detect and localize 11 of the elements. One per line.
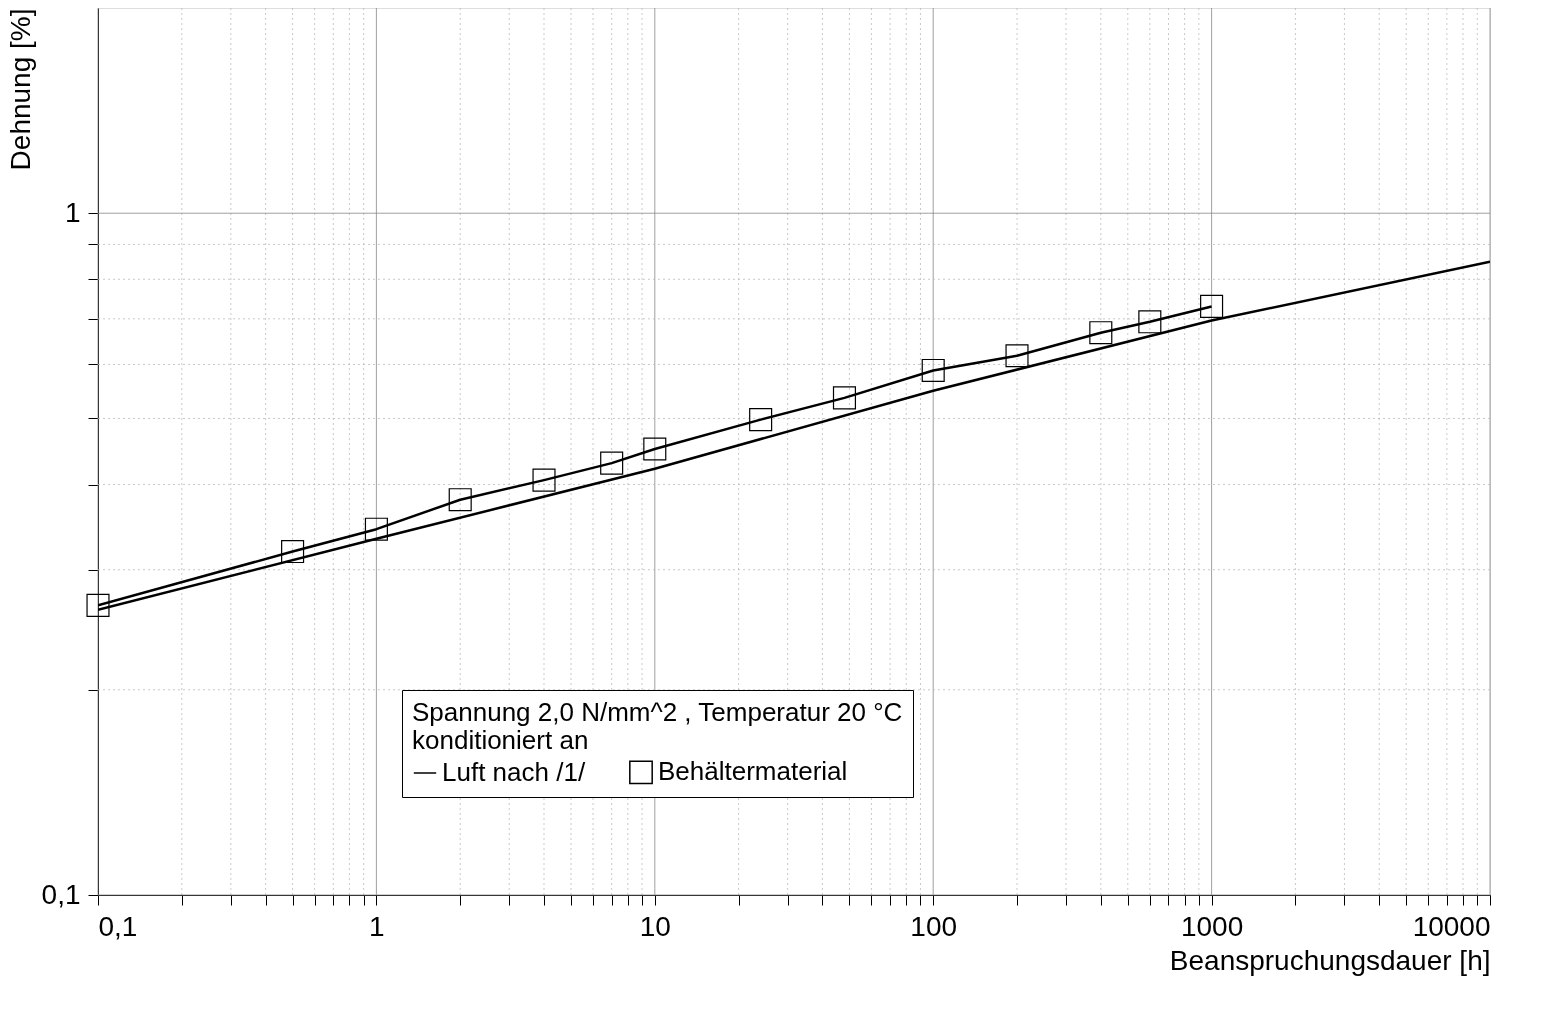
x-tick-label: 0,1 [98, 910, 138, 942]
x-tick-label: 100 [910, 910, 958, 942]
x-tick-label: 1000 [1180, 910, 1244, 942]
legend-label: Behältermaterial [658, 756, 848, 787]
x-tick-label: 10 [639, 910, 671, 942]
legend-label: Luft nach /1/ [442, 757, 586, 787]
legend-title: Spannung 2,0 N/mm^2 , Temperatur 20 °C konditioniert an [412, 697, 903, 755]
y-axis-title: Dehnung [%] [4, 8, 36, 171]
x-tick-label: 1 [369, 910, 385, 942]
x-tick-label: 10000 [1412, 910, 1491, 942]
x-axis-title: Beanspruchungsdauer [h] [1169, 944, 1491, 976]
